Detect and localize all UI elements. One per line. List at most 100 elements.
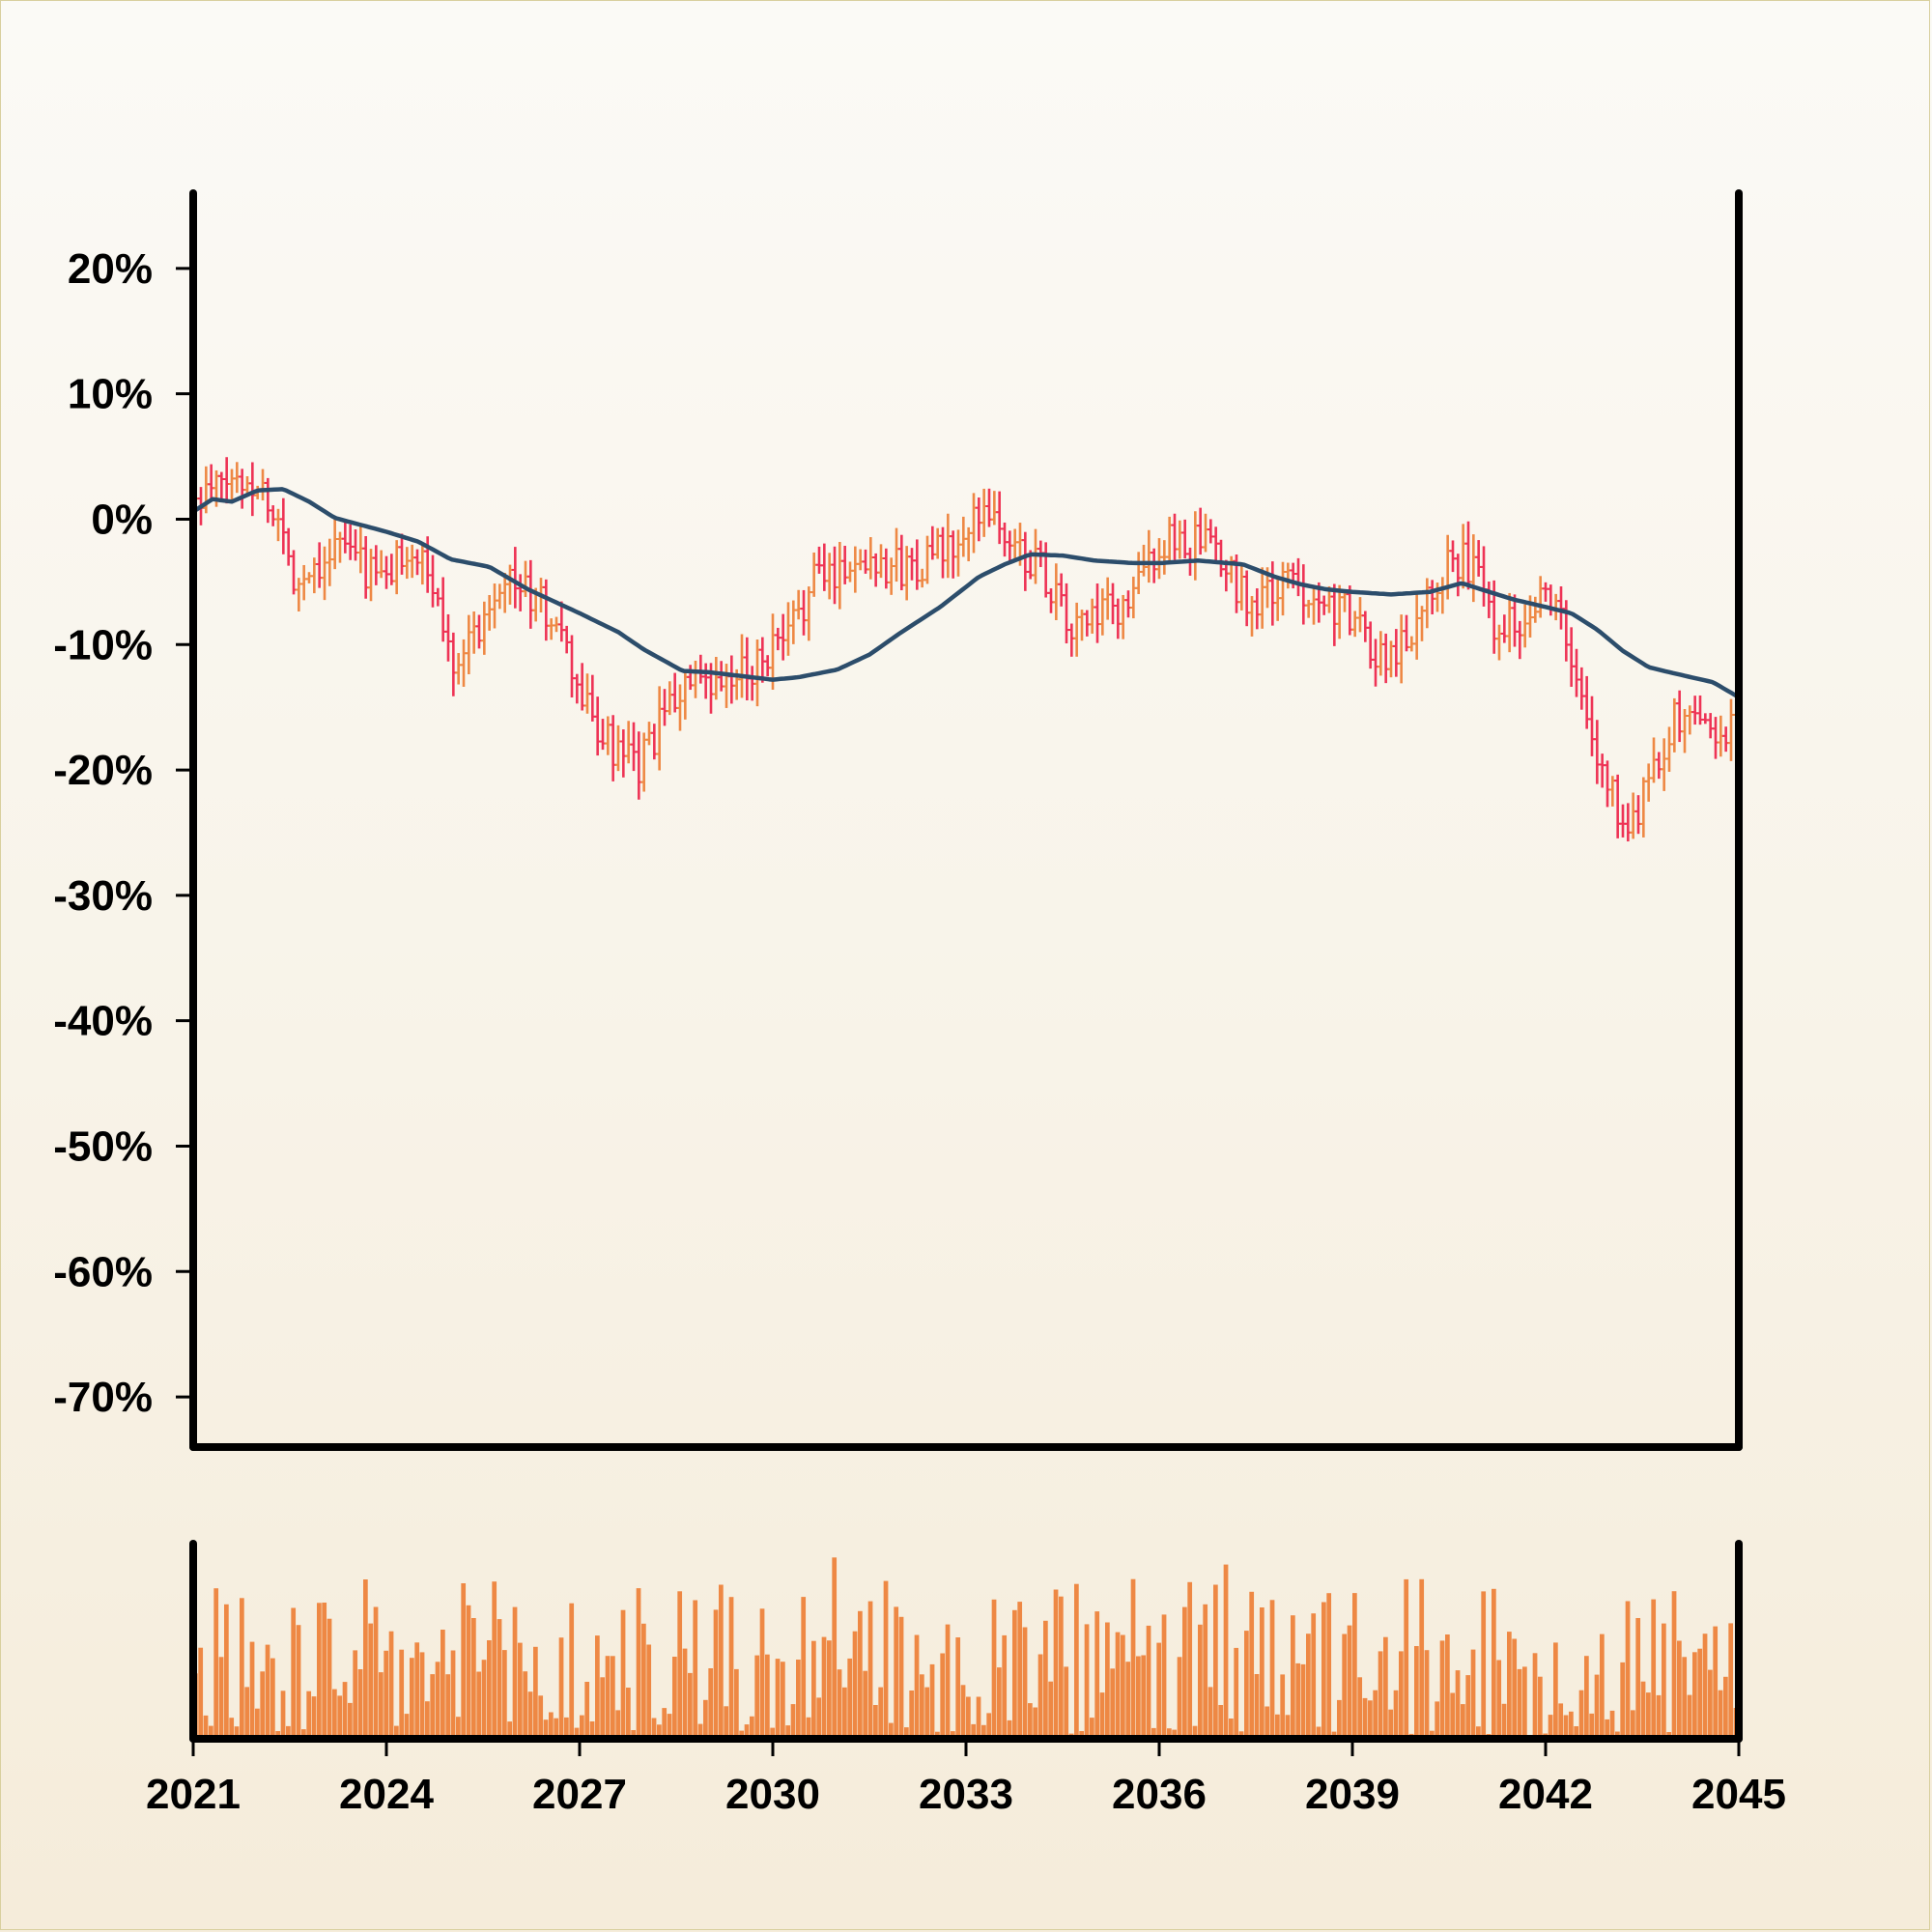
ohlc-bar — [990, 491, 998, 526]
ohlc-bar — [893, 527, 900, 582]
volume-bar — [1430, 1730, 1435, 1739]
ohlc-bar — [378, 550, 385, 579]
volume-bar — [353, 1650, 358, 1739]
ohlc-bar — [635, 731, 642, 800]
volume-bar — [1620, 1662, 1626, 1739]
ohlc-bar — [1191, 511, 1199, 581]
ohlc-bar — [846, 561, 854, 582]
volume-bar — [945, 1624, 951, 1739]
ohlc-bar — [841, 546, 849, 584]
volume-bar — [533, 1646, 538, 1739]
ohlc-bar — [1542, 582, 1549, 602]
ohlc-bar — [1021, 531, 1029, 591]
x-tick-label: 2036 — [1112, 1771, 1207, 1818]
ohlc-bar — [1047, 588, 1055, 613]
volume-bar — [198, 1647, 204, 1739]
volume-bar — [971, 1723, 977, 1739]
volume-bar — [960, 1685, 966, 1739]
volume-bar — [1625, 1601, 1631, 1739]
ohlc-bar — [579, 663, 586, 711]
volume-bar — [728, 1597, 734, 1739]
volume-bar — [203, 1715, 209, 1739]
volume-bar — [1507, 1632, 1512, 1739]
ohlc-bar — [671, 672, 679, 713]
volume-bar — [1635, 1618, 1641, 1739]
volume-bar — [1028, 1703, 1033, 1739]
volume-bar — [976, 1696, 981, 1739]
volume-bar — [781, 1662, 785, 1739]
volume-bar — [1146, 1625, 1151, 1739]
ohlc-bar — [805, 586, 812, 641]
volume-bar — [291, 1607, 297, 1739]
volume-bar — [1218, 1705, 1224, 1739]
volume-bar — [858, 1610, 863, 1739]
y-tick-label: -20% — [53, 747, 153, 794]
volume-bar — [1043, 1620, 1048, 1739]
y-axis-ticks: 20% 10% 0% -10% -20% -30% -40% -50% -60% -70% — [53, 245, 193, 1421]
ohlc-bar — [1577, 667, 1585, 710]
volume-bar — [1017, 1602, 1023, 1739]
volume-bar — [1048, 1681, 1054, 1739]
volume-bars-group — [193, 1557, 1739, 1739]
volume-bar — [1352, 1593, 1357, 1739]
ohlc-bar — [1253, 588, 1261, 630]
ohlc-bar — [429, 554, 437, 608]
ohlc-bar — [1140, 544, 1148, 577]
volume-bar — [981, 1724, 986, 1739]
volume-bar — [1671, 1591, 1677, 1739]
ohlc-bar — [285, 527, 293, 566]
volume-bar — [1136, 1656, 1141, 1739]
volume-bar — [986, 1713, 992, 1739]
ohlc-bar — [666, 681, 673, 716]
ohlc-bar — [243, 475, 251, 495]
ohlc-bar — [1460, 524, 1467, 589]
ohlc-bar — [610, 715, 617, 781]
volume-bar — [909, 1690, 915, 1739]
volume-bar — [1084, 1624, 1090, 1739]
ohlc-bar — [743, 637, 751, 701]
volume-bar — [863, 1670, 868, 1739]
ohlc-bar — [1202, 513, 1209, 553]
volume-bar — [1605, 1719, 1610, 1739]
ohlc-bar — [1294, 557, 1302, 597]
ohlc-bar — [1268, 561, 1276, 626]
volume-bar — [1254, 1674, 1260, 1739]
ohlc-bar — [496, 583, 503, 610]
volume-bar — [1450, 1692, 1456, 1739]
volume-bar — [790, 1704, 796, 1739]
ohlc-bar — [486, 594, 494, 631]
y-tick-label: -60% — [53, 1248, 153, 1295]
volume-bar — [1187, 1581, 1193, 1739]
ohlc-bar — [1506, 592, 1514, 653]
volume-bar — [1306, 1634, 1311, 1739]
volume-bar — [1517, 1668, 1522, 1739]
volume-bar — [1677, 1640, 1682, 1739]
ohlc-bar — [1104, 577, 1112, 620]
ohlc-bar — [1052, 563, 1060, 621]
ohlc-bar — [470, 611, 478, 654]
volume-bar — [1161, 1614, 1167, 1739]
volume-bar — [904, 1727, 909, 1739]
ohlc-bar — [1135, 552, 1143, 594]
ohlc-bar — [1279, 561, 1287, 616]
ohlc-bar — [475, 614, 483, 649]
volume-bar — [558, 1637, 564, 1739]
volume-bar — [564, 1717, 569, 1739]
volume-bar — [502, 1650, 507, 1739]
volume-bar — [580, 1715, 584, 1739]
ohlc-bar — [295, 578, 302, 612]
volume-bar — [224, 1604, 229, 1739]
volume-bar — [1399, 1651, 1404, 1739]
ohlc-bar — [614, 724, 622, 772]
ohlc-bar — [784, 602, 792, 656]
volume-bar — [595, 1635, 600, 1739]
x-axis-ticks: 2021 2024 2027 2030 2033 2036 2039 2042 2045 — [146, 1739, 1786, 1818]
ohlc-bar — [305, 572, 313, 583]
volume-bar — [1445, 1634, 1450, 1739]
volume-bar — [697, 1723, 703, 1739]
volume-bar — [1393, 1690, 1399, 1739]
ohlc-bar — [954, 529, 962, 577]
volume-bar — [1269, 1600, 1275, 1739]
volume-bar — [265, 1644, 270, 1739]
ohlc-bar — [1531, 596, 1539, 623]
